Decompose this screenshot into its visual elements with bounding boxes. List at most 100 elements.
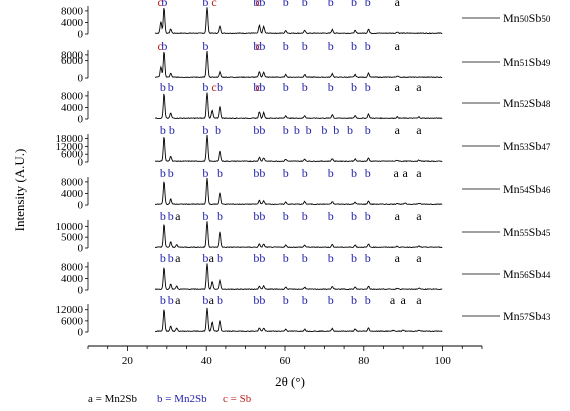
x-axis-title: 2θ (°) [275,374,305,389]
xrd-trace-mn52sb48 [154,92,443,120]
peak-label-b: bb [253,293,265,307]
peak-label-b: b [328,293,334,307]
peak-label-b: b [302,0,308,9]
peak-label-b: b [202,80,208,94]
peak-label-b: b [365,209,371,223]
y-tick-label: 4000 [61,273,84,285]
peak-label-b: b [351,251,357,265]
x-tick-label: 20 [122,355,134,367]
peak-label-b: b [202,251,208,265]
peak-label-b: bb [253,80,265,94]
peak-label-b: b [160,293,166,307]
peak-label-b: b [351,39,357,53]
peak-label-b: b [160,166,166,180]
peak-label-b: b [168,209,174,223]
peak-label-b: b [168,166,174,180]
peak-label-a: a [175,209,181,223]
peak-label-b: b [351,80,357,94]
peak-label-b: b [168,293,174,307]
sample-label-mn57sb43: Mn57Sb43 [503,309,551,323]
y-tick-label: 8000 [61,49,84,61]
peak-label-b: b [283,123,289,137]
peak-label-b: bb [253,39,265,53]
y-tick-label: 0 [78,285,84,297]
sample-label-mn51sb49: Mn51Sb49 [503,55,551,69]
peak-label-b: b [202,166,208,180]
peak-label-a: a [403,166,409,180]
peak-label-b: b [217,293,223,307]
peak-label-b: b [202,123,208,137]
peak-label-b: b [333,123,339,137]
peak-label-b: b [347,123,353,137]
peak-label-c: c [256,39,261,53]
peak-label-b: b [160,209,166,223]
peak-label-b: b [160,80,166,94]
sample-label-mn52sb48: Mn52Sb48 [503,96,551,110]
peak-label-b: b [351,166,357,180]
peak-label-b: b [302,39,308,53]
y-tick-label: 8000 [61,261,84,273]
peak-label-a: a [416,166,422,180]
y-tick-label: 4000 [61,102,84,114]
peak-label-a: a [209,251,215,265]
peak-label-b: b [283,80,289,94]
peak-label-b: b [302,80,308,94]
peak-label-b: b [202,0,208,9]
peak-label-b: b [365,251,371,265]
peak-label-b: b [294,123,300,137]
peak-label-a: a [416,80,422,94]
peak-label-a: a [390,293,396,307]
legend-entry-b: b = Mn2Sb [157,393,207,405]
sample-label-mn56sb44: Mn56Sb44 [503,267,551,281]
peak-label-b: b [328,0,334,9]
x-tick-label: 100 [434,355,451,367]
y-tick-label: 0 [78,243,84,255]
peak-label-a: a [395,0,401,9]
peak-label-b: b [202,39,208,53]
peak-label-b: b [217,209,223,223]
peak-label-b: bb [253,251,265,265]
peak-label-a: a [395,251,401,265]
peak-label-b: b [365,0,371,9]
peak-label-a: a [416,293,422,307]
y-tick-label: 12000 [56,304,84,316]
y-tick-label: 8000 [61,176,84,188]
peak-label-a: a [395,209,401,223]
xrd-trace-mn56sb44 [154,263,443,291]
peak-label-b: b [283,166,289,180]
peak-label-b: b [302,251,308,265]
peak-label-b: b [302,293,308,307]
peak-label-c: c [211,0,216,9]
peak-label-a: a [416,123,422,137]
sample-label-mn50sb50: Mn50Sb50 [503,11,551,25]
peak-label-b: b [365,39,371,53]
peak-label-b: b [328,80,334,94]
y-axis-title: Intensity (A.U.) [12,149,27,232]
peak-label-a: a [393,166,399,180]
legend: a = Mn2Sb b = Mn2Sb c = Sb [88,393,252,405]
y-tick-label: 0 [78,29,84,41]
y-tick-label: 0 [78,327,84,339]
y-tick-label: 0 [78,73,84,85]
peak-label-a: a [416,209,422,223]
y-tick-label: 18000 [56,133,84,145]
peak-label-b: b [160,123,166,137]
peak-label-b: b [365,166,371,180]
peak-label-c: c [157,0,162,9]
peak-label-b: b [328,209,334,223]
y-tick-label: 0 [78,200,84,212]
x-tick-label: 60 [280,355,292,367]
peak-label-a: a [395,123,401,137]
peak-label-b: b [161,39,167,53]
y-tick-label: 4000 [61,188,84,200]
xrd-trace-mn57sb43 [155,307,443,333]
y-tick-label: 8000 [61,90,84,102]
xrd-trace-mn50sb50 [154,7,443,35]
peak-label-b: b [351,293,357,307]
peak-label-b: b [160,251,166,265]
